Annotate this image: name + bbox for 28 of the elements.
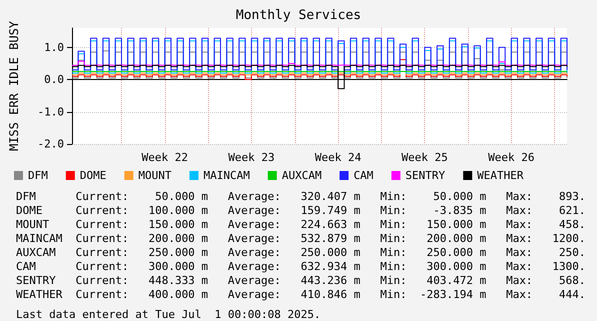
y-axis-title: MISS ERR IDLE BUSY — [7, 20, 21, 152]
text: Last data entered at Tue Jul 1 00:00:08 2025. — [16, 308, 322, 321]
text: DOME Current: 100.000 m Average: 159.749 m Min: -3.835 m Max: 621. — [16, 204, 587, 218]
y-tick-label: -1.0 — [38, 105, 64, 118]
legend-label: WEATHER — [477, 169, 524, 182]
legend-label: AUXCAM — [282, 169, 322, 182]
y-tick-label: -2.0 — [38, 138, 64, 150]
text: MOUNT Current: 150.000 m Average: 224.663 m Min: 150.000 m Max: 458. — [16, 218, 587, 232]
text: WEATHER Current: 400.000 m Average: 410.846 m Min: -283.194 m Max: 444. — [16, 288, 587, 302]
y-tick-label: 0.0 — [44, 73, 64, 86]
legend-label: SENTRY — [405, 169, 446, 182]
legend-label: MOUNT — [138, 169, 172, 182]
text: DFM Current: 50.000 m Average: 320.407 m Min: 50.000 m Max: 893. — [16, 190, 587, 204]
legend-label: CAM — [354, 169, 374, 182]
legend-label: DFM — [28, 169, 48, 182]
x-tick-label: Week 23 — [228, 151, 275, 164]
x-tick-label: Week 24 — [314, 151, 362, 164]
chart-title: Monthly Services — [236, 8, 362, 23]
text: SENTRY Current: 448.333 m Average: 443.236 m Min: 403.472 m Max: 568. — [16, 274, 587, 288]
text: MAINCAM Current: 200.000 m Average: 532.879 m Min: 200.000 m Max: 1200. — [16, 232, 587, 246]
x-tick-label: Week 25 — [402, 151, 448, 164]
y-tick-label: 1.0 — [44, 40, 64, 54]
legend-label: DOME — [80, 169, 106, 182]
x-tick-label: Week 22 — [142, 151, 188, 164]
legend-label: MAINCAM — [203, 169, 250, 182]
x-tick-label: Week 26 — [488, 151, 534, 164]
text: AUXCAM Current: 250.000 m Average: 250.000 m Min: 250.000 m Max: 250. — [16, 246, 587, 260]
text: CAM Current: 300.000 m Average: 632.934 m Min: 300.000 m Max: 1300. — [16, 260, 587, 274]
